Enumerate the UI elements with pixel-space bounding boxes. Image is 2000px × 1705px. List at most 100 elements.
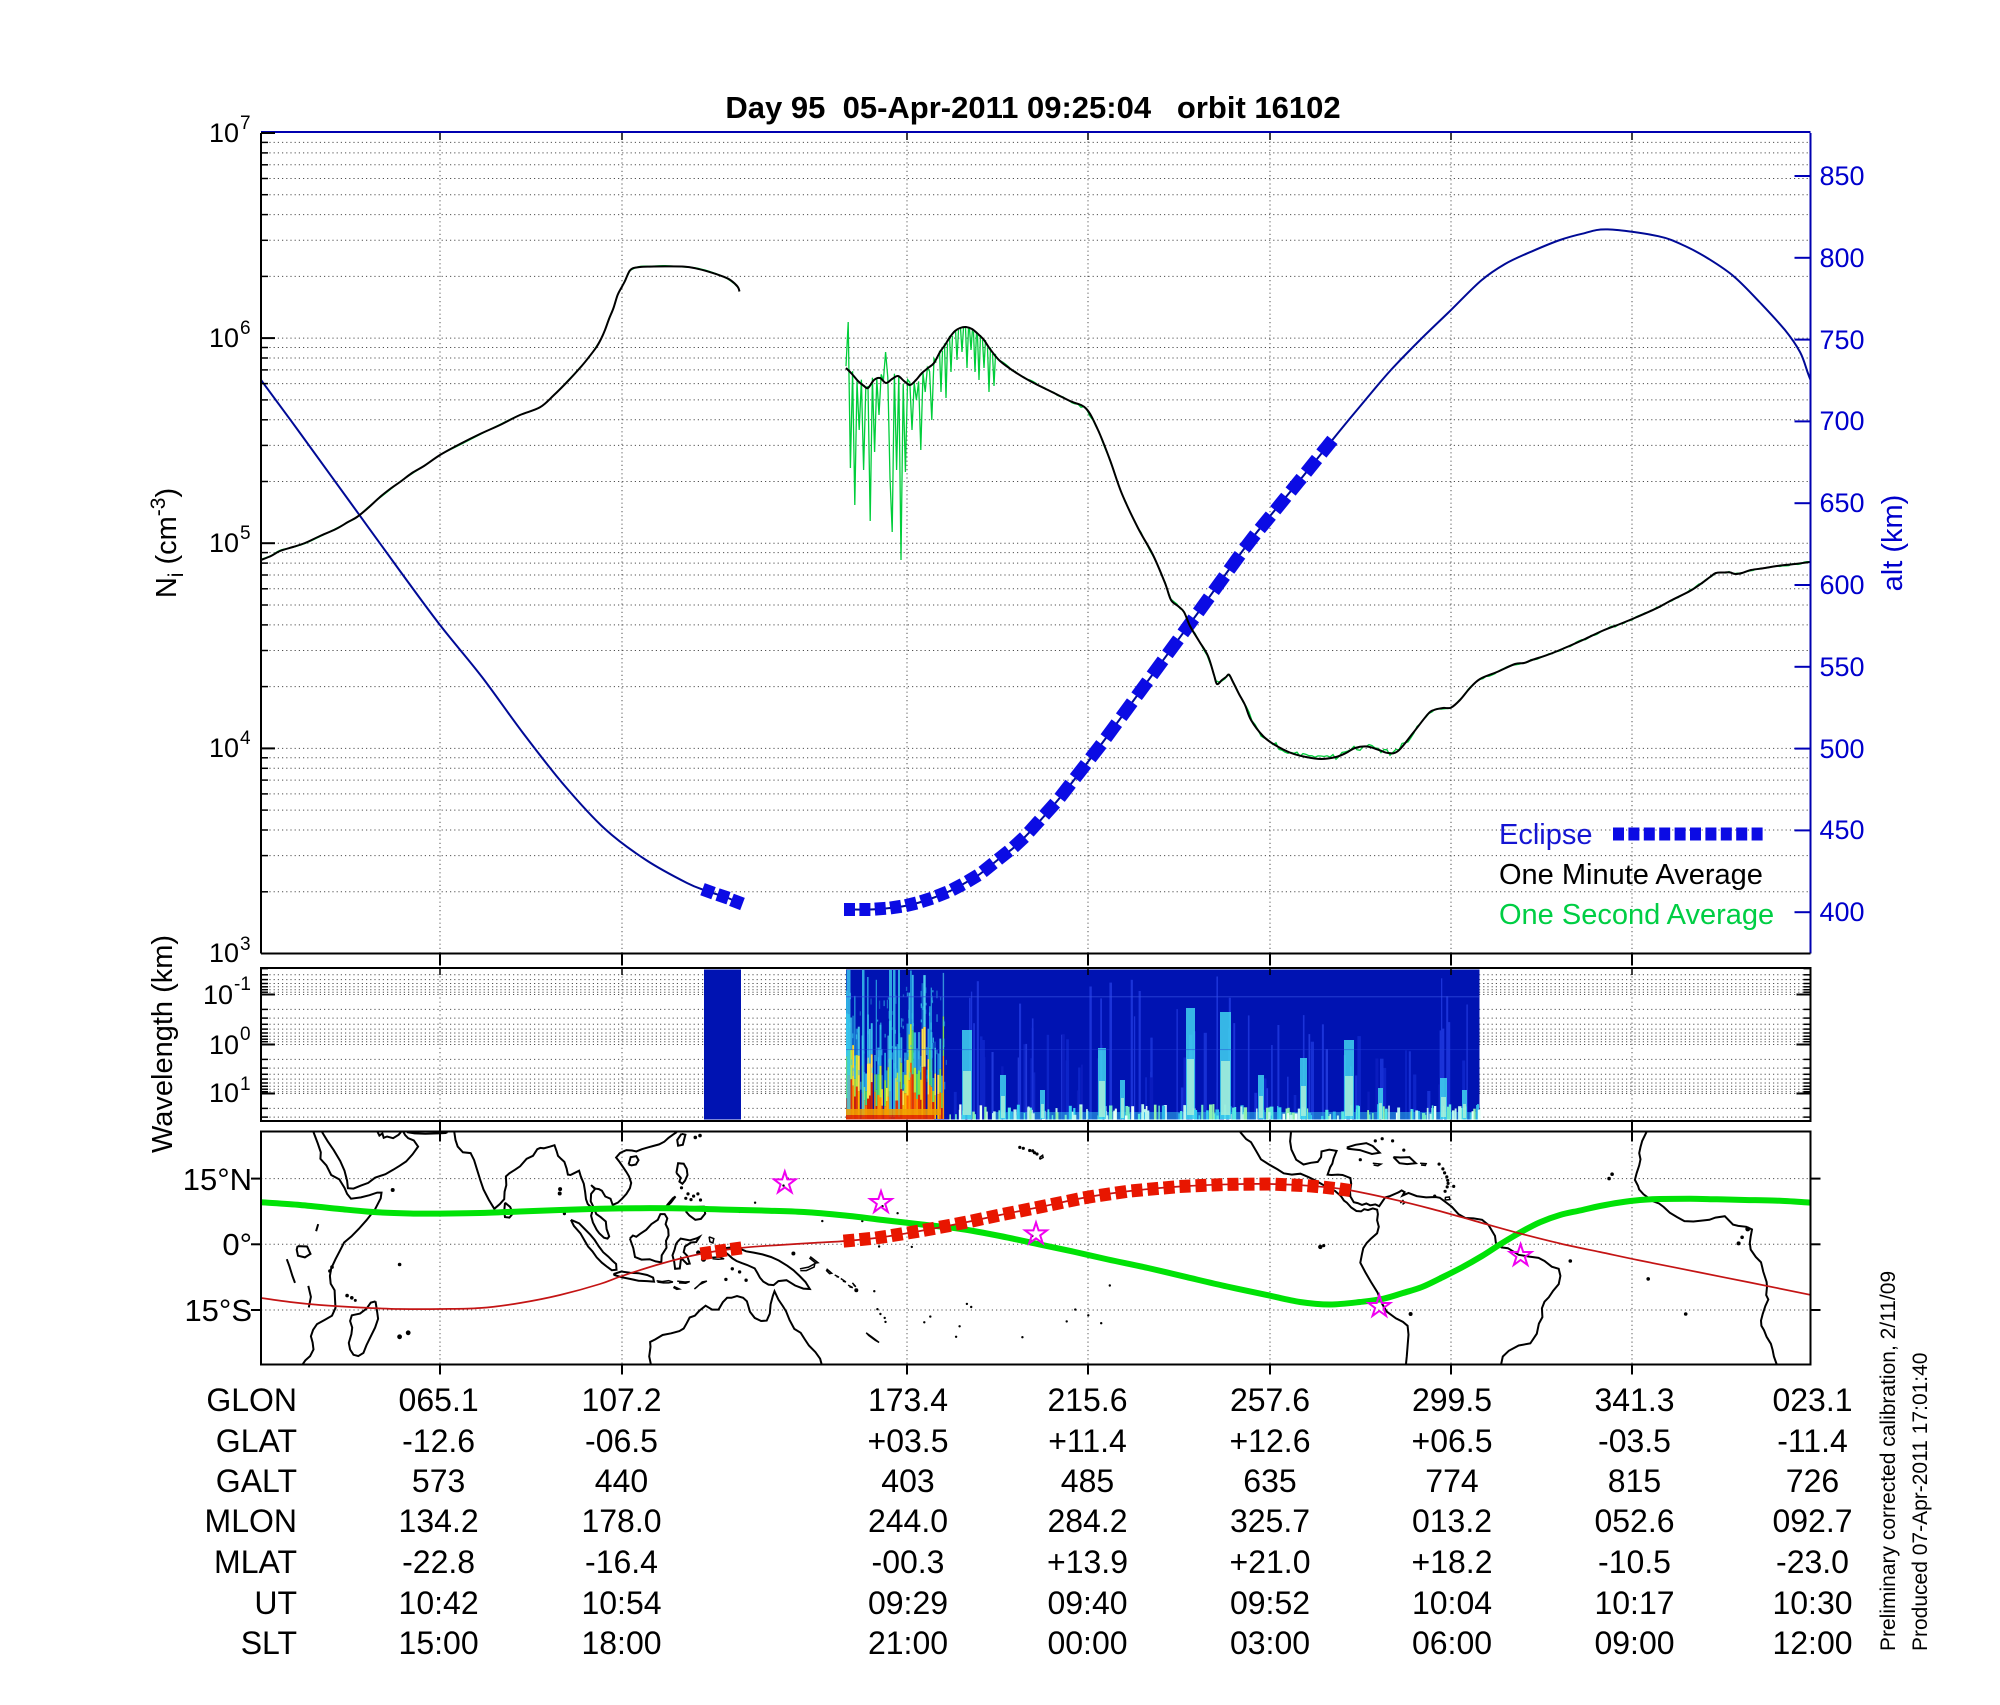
svg-text:UT: UT xyxy=(254,1585,297,1621)
svg-text:650: 650 xyxy=(1820,488,1865,518)
svg-text:-22.8: -22.8 xyxy=(402,1544,475,1580)
svg-text:0°: 0° xyxy=(222,1227,252,1262)
svg-text:257.6: 257.6 xyxy=(1230,1382,1310,1418)
svg-text:0: 0 xyxy=(240,1024,251,1045)
svg-text:10: 10 xyxy=(209,528,239,558)
svg-text:00:00: 00:00 xyxy=(1047,1625,1127,1661)
svg-text:10: 10 xyxy=(209,1030,239,1060)
svg-text:850: 850 xyxy=(1820,161,1865,191)
svg-text:635: 635 xyxy=(1243,1463,1296,1499)
svg-text:GLON: GLON xyxy=(206,1382,297,1418)
svg-text:284.2: 284.2 xyxy=(1047,1503,1127,1539)
svg-text:-23.0: -23.0 xyxy=(1776,1544,1849,1580)
svg-text:173.4: 173.4 xyxy=(868,1382,948,1418)
svg-text:092.7: 092.7 xyxy=(1772,1503,1852,1539)
svg-text:Wavelength (km): Wavelength (km) xyxy=(147,935,179,1153)
svg-text:7: 7 xyxy=(240,113,251,134)
svg-text:400: 400 xyxy=(1820,897,1865,927)
svg-text:-10.5: -10.5 xyxy=(1598,1544,1671,1580)
svg-text:4: 4 xyxy=(240,728,251,749)
svg-text:+11.4: +11.4 xyxy=(1048,1423,1127,1459)
svg-text:10:42: 10:42 xyxy=(399,1585,479,1621)
svg-text:+18.2: +18.2 xyxy=(1412,1544,1493,1580)
svg-text:12:00: 12:00 xyxy=(1772,1625,1852,1661)
svg-text:485: 485 xyxy=(1061,1463,1114,1499)
svg-text:800: 800 xyxy=(1820,243,1865,273)
svg-text:341.3: 341.3 xyxy=(1594,1382,1674,1418)
svg-text:6: 6 xyxy=(240,318,251,339)
svg-text:600: 600 xyxy=(1820,570,1865,600)
svg-text:-1: -1 xyxy=(234,974,251,995)
svg-text:-12.6: -12.6 xyxy=(402,1423,475,1459)
svg-text:-16.4: -16.4 xyxy=(585,1544,658,1580)
svg-text:178.0: 178.0 xyxy=(581,1503,661,1539)
svg-text:+13.9: +13.9 xyxy=(1047,1544,1128,1580)
svg-text:10: 10 xyxy=(209,733,239,763)
svg-text:-00.3: -00.3 xyxy=(872,1544,945,1580)
svg-text:10: 10 xyxy=(203,980,233,1010)
svg-text:alt (km): alt (km) xyxy=(1877,495,1909,592)
svg-text:06:00: 06:00 xyxy=(1412,1625,1492,1661)
svg-text:10:04: 10:04 xyxy=(1412,1585,1492,1621)
svg-text:700: 700 xyxy=(1820,406,1865,436)
svg-text:03:00: 03:00 xyxy=(1230,1625,1310,1661)
svg-text:+03.5: +03.5 xyxy=(868,1423,949,1459)
svg-text:09:29: 09:29 xyxy=(868,1585,948,1621)
svg-text:Eclipse: Eclipse xyxy=(1499,819,1593,851)
svg-text:MLON: MLON xyxy=(205,1503,297,1539)
svg-text:Preliminary corrected calibrat: Preliminary corrected calibration, 2/11/… xyxy=(1877,1271,1900,1651)
svg-text:15:00: 15:00 xyxy=(399,1625,479,1661)
svg-text:09:40: 09:40 xyxy=(1047,1585,1127,1621)
svg-text:10: 10 xyxy=(209,1078,239,1108)
svg-text:450: 450 xyxy=(1820,815,1865,845)
svg-text:-11.4: -11.4 xyxy=(1777,1423,1848,1459)
svg-text:726: 726 xyxy=(1786,1463,1839,1499)
svg-text:815: 815 xyxy=(1608,1463,1661,1499)
svg-text:MLAT: MLAT xyxy=(214,1544,297,1580)
svg-text:244.0: 244.0 xyxy=(868,1503,948,1539)
svg-text:107.2: 107.2 xyxy=(581,1382,661,1418)
svg-text:065.1: 065.1 xyxy=(399,1382,479,1418)
svg-text:09:00: 09:00 xyxy=(1594,1625,1674,1661)
svg-text:10: 10 xyxy=(209,118,239,148)
svg-text:750: 750 xyxy=(1820,325,1865,355)
svg-text:+21.0: +21.0 xyxy=(1230,1544,1311,1580)
svg-text:325.7: 325.7 xyxy=(1230,1503,1310,1539)
svg-text:500: 500 xyxy=(1820,734,1865,764)
svg-text:10:30: 10:30 xyxy=(1772,1585,1852,1621)
svg-text:3: 3 xyxy=(240,934,251,955)
svg-text:573: 573 xyxy=(412,1463,465,1499)
svg-text:GALT: GALT xyxy=(216,1463,297,1499)
svg-text:023.1: 023.1 xyxy=(1772,1382,1852,1418)
svg-text:1: 1 xyxy=(240,1074,251,1095)
svg-text:10:17: 10:17 xyxy=(1594,1585,1674,1621)
svg-text:10: 10 xyxy=(209,938,239,968)
svg-text:10:54: 10:54 xyxy=(581,1585,661,1621)
svg-text:+12.6: +12.6 xyxy=(1230,1423,1311,1459)
svg-text:013.2: 013.2 xyxy=(1412,1503,1492,1539)
svg-text:134.2: 134.2 xyxy=(399,1503,479,1539)
svg-text:15°N: 15°N xyxy=(183,1162,252,1197)
svg-text:One Minute Average: One Minute Average xyxy=(1499,859,1763,891)
svg-text:SLT: SLT xyxy=(241,1625,297,1661)
svg-text:403: 403 xyxy=(881,1463,934,1499)
svg-text:550: 550 xyxy=(1820,652,1865,682)
svg-text:Produced 07-Apr-2011 17:01:40: Produced 07-Apr-2011 17:01:40 xyxy=(1909,1353,1932,1652)
svg-text:GLAT: GLAT xyxy=(216,1423,297,1459)
svg-text:-06.5: -06.5 xyxy=(585,1423,658,1459)
svg-text:5: 5 xyxy=(240,523,251,544)
svg-text:10: 10 xyxy=(209,323,239,353)
svg-text:+06.5: +06.5 xyxy=(1412,1423,1493,1459)
svg-text:09:52: 09:52 xyxy=(1230,1585,1310,1621)
svg-text:052.6: 052.6 xyxy=(1594,1503,1674,1539)
svg-text:One Second Average: One Second Average xyxy=(1499,899,1774,931)
svg-text:Day 95 05-Apr-2011 09:25:04: Day 95 05-Apr-2011 09:25:04 orbit 16102 xyxy=(725,90,1340,125)
svg-text:774: 774 xyxy=(1425,1463,1478,1499)
svg-text:15°S: 15°S xyxy=(184,1293,252,1328)
svg-text:440: 440 xyxy=(595,1463,648,1499)
svg-text:18:00: 18:00 xyxy=(581,1625,661,1661)
svg-text:299.5: 299.5 xyxy=(1412,1382,1492,1418)
svg-text:21:00: 21:00 xyxy=(868,1625,948,1661)
svg-text:-03.5: -03.5 xyxy=(1598,1423,1671,1459)
svg-text:215.6: 215.6 xyxy=(1047,1382,1127,1418)
